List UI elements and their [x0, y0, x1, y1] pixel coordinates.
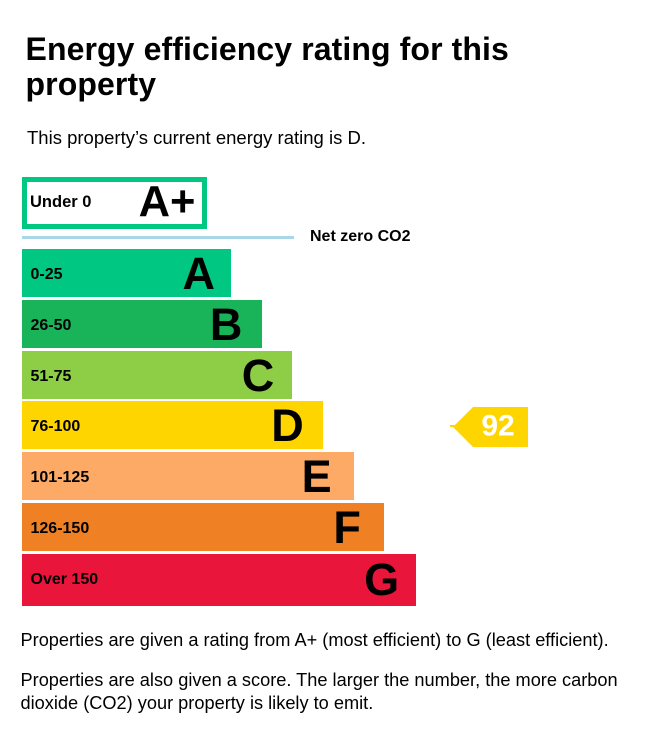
svg-text:92: 92	[481, 409, 514, 442]
